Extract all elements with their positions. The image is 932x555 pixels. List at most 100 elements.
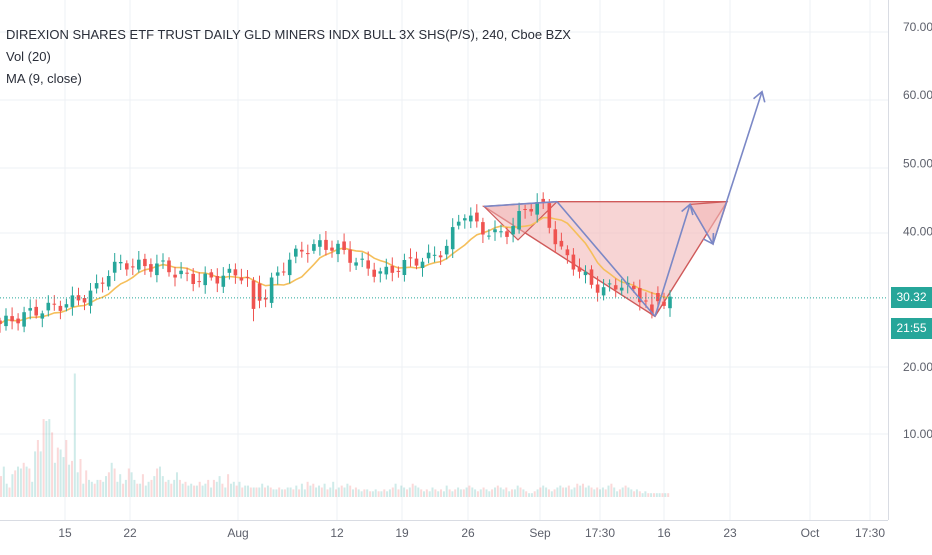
- volume-bar: [224, 487, 227, 497]
- time-axis[interactable]: 15 22 Aug 12 19 26 Sep 17:30 16 23 Oct 17:30: [58, 526, 885, 540]
- volume-bar: [542, 485, 545, 497]
- volume-bar: [51, 432, 54, 497]
- volume-bar: [397, 489, 400, 497]
- volume-indicator-label[interactable]: Vol (20): [6, 49, 51, 64]
- volume-bar: [388, 489, 391, 497]
- volume-bar: [306, 481, 309, 497]
- volume-bar: [434, 489, 437, 497]
- volume-bar: [630, 489, 633, 497]
- price-axis[interactable]: 70.00 60.00 50.00 40.00 20.00 10.00: [903, 20, 932, 441]
- bar-countdown-badge: 21:55: [891, 318, 932, 339]
- volume-bar: [258, 487, 261, 497]
- candle-body: [384, 266, 389, 275]
- volume-bar: [536, 489, 539, 497]
- candle-body: [287, 259, 292, 276]
- candle-body: [125, 263, 129, 270]
- volume-bar: [476, 491, 479, 497]
- volume-bar: [454, 489, 457, 497]
- volume-bar: [272, 489, 275, 497]
- candle-body: [167, 260, 171, 273]
- volume-bar: [570, 489, 573, 497]
- projection-segment[interactable]: [483, 200, 558, 208]
- volume-bar: [647, 493, 650, 497]
- volume-bar: [241, 487, 244, 497]
- symbol-title[interactable]: DIREXION SHARES ETF TRUST DAILY GLD MINE…: [6, 27, 571, 42]
- volume-bar: [420, 489, 423, 497]
- time-tick-label: 23: [723, 526, 737, 540]
- volume-bar: [590, 487, 593, 497]
- candle-body: [336, 243, 340, 255]
- volume-bar: [178, 479, 181, 497]
- volume-bar: [22, 462, 25, 497]
- candle-body: [149, 264, 153, 272]
- volume-bar: [315, 487, 318, 497]
- volume-bar: [298, 489, 301, 497]
- candle-body: [463, 218, 467, 221]
- candle-body: [408, 257, 413, 259]
- volume-bar: [445, 485, 448, 497]
- volume-bar: [428, 491, 431, 497]
- volume-bar: [584, 487, 587, 497]
- volume-bar: [423, 491, 425, 497]
- volume-bar: [136, 483, 139, 497]
- projection-segment[interactable]: [689, 203, 714, 245]
- volume-bar: [28, 468, 31, 497]
- candle-body: [191, 273, 195, 284]
- projection-arrows[interactable]: [483, 90, 766, 317]
- candle-body: [4, 315, 8, 327]
- volume-bar: [459, 489, 462, 497]
- volume-bar: [309, 485, 312, 497]
- volume-bar: [522, 489, 525, 497]
- volume-bar: [610, 483, 613, 497]
- candle-body: [577, 267, 582, 272]
- volume-bar: [627, 487, 630, 497]
- candle-body: [275, 272, 280, 276]
- volume-bar: [31, 481, 34, 497]
- volume-bar: [621, 487, 624, 497]
- volume-bar: [352, 489, 354, 497]
- volume-bar: [440, 489, 442, 497]
- volume-bar: [156, 468, 159, 497]
- volume-bar: [99, 479, 102, 497]
- volume-bar: [462, 489, 465, 497]
- volume-bar: [59, 449, 62, 497]
- volume-bar: [664, 493, 667, 497]
- candle-body: [269, 277, 274, 303]
- volume-bar: [79, 459, 82, 497]
- volume-bar: [354, 487, 357, 497]
- candle-body: [571, 254, 576, 270]
- candle-body: [414, 258, 419, 266]
- candle-body: [137, 259, 141, 270]
- time-tick-label: 17:30: [855, 526, 885, 540]
- candle-body: [432, 254, 437, 256]
- volume-bar: [161, 476, 164, 497]
- volume-bar: [363, 489, 366, 497]
- volume-bar: [247, 485, 249, 497]
- volume-bar: [318, 485, 320, 497]
- volume-bar: [116, 481, 119, 497]
- projection-target-segment[interactable]: [712, 91, 763, 245]
- projection-segment[interactable]: [556, 201, 656, 317]
- ma-indicator-label[interactable]: MA (9, close): [6, 71, 82, 86]
- volume-bar: [19, 468, 22, 497]
- volume-bar: [519, 487, 522, 497]
- volume-bar: [661, 493, 664, 497]
- volume-bar: [326, 489, 329, 497]
- volume-bar: [2, 466, 5, 497]
- volume-bar: [130, 472, 133, 497]
- volume-bar: [638, 491, 641, 497]
- candle-body: [257, 283, 262, 301]
- volume-bar: [82, 483, 85, 497]
- volume-bar: [644, 491, 647, 497]
- volume-bar: [173, 479, 176, 497]
- candlestick-series: [0, 192, 672, 333]
- candle-body: [535, 202, 539, 215]
- candle-body: [601, 287, 606, 296]
- candle-body: [644, 300, 648, 302]
- volume-bar: [102, 481, 105, 497]
- candle-body: [52, 303, 57, 305]
- projection-target-arrowhead[interactable]: [753, 90, 766, 103]
- volume-bar: [502, 489, 505, 497]
